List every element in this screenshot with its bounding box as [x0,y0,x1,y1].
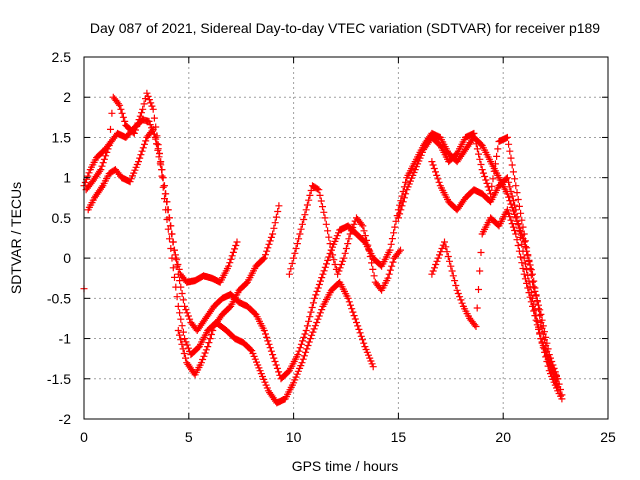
y-tick-label: -2 [59,411,72,427]
y-tick-label: 1 [63,170,71,186]
axis-ticks [83,56,609,420]
data-series [80,89,566,407]
x-tick-label: 10 [286,429,302,445]
y-tick-label: 0 [63,250,71,266]
series-track-6 [428,206,562,383]
data-point-markers [285,182,404,294]
y-tick-label: -1.5 [47,371,71,387]
y-tick-label: 2.5 [52,49,72,65]
x-tick-label: 0 [80,429,88,445]
plot-border [83,56,609,420]
x-tick-labels: 0 5 10 15 20 25 [80,429,616,445]
y-axis-label: SDTVAR / TECUs [8,182,24,294]
grid [84,57,608,419]
y-tick-label: 1.5 [52,129,72,145]
data-point-markers [428,158,566,403]
series-track-5 [428,158,566,403]
data-point-markers [80,116,241,286]
y-tick-label: -1 [59,331,72,347]
chart-title: Day 087 of 2021, Sidereal Day-to-day VTE… [90,20,600,36]
data-point-markers [174,202,283,379]
y-tick-label: -0.5 [47,290,71,306]
series-track-8 [285,182,404,294]
y-tick-labels: -2 -1.5 -1 -0.5 0 0.5 1 1.5 2 2.5 [47,49,71,427]
x-tick-label: 20 [495,429,511,445]
x-axis-label: GPS time / hours [292,458,399,474]
x-tick-label: 5 [185,429,193,445]
data-point-markers [394,129,566,399]
y-tick-label: 0.5 [52,210,72,226]
series-track-4 [394,129,566,399]
series-track-1 [80,116,241,286]
data-point-markers [428,206,562,383]
y-tick-label: 2 [63,89,71,105]
series-track-7 [174,202,283,379]
x-tick-label: 25 [600,429,616,445]
x-tick-label: 15 [391,429,407,445]
